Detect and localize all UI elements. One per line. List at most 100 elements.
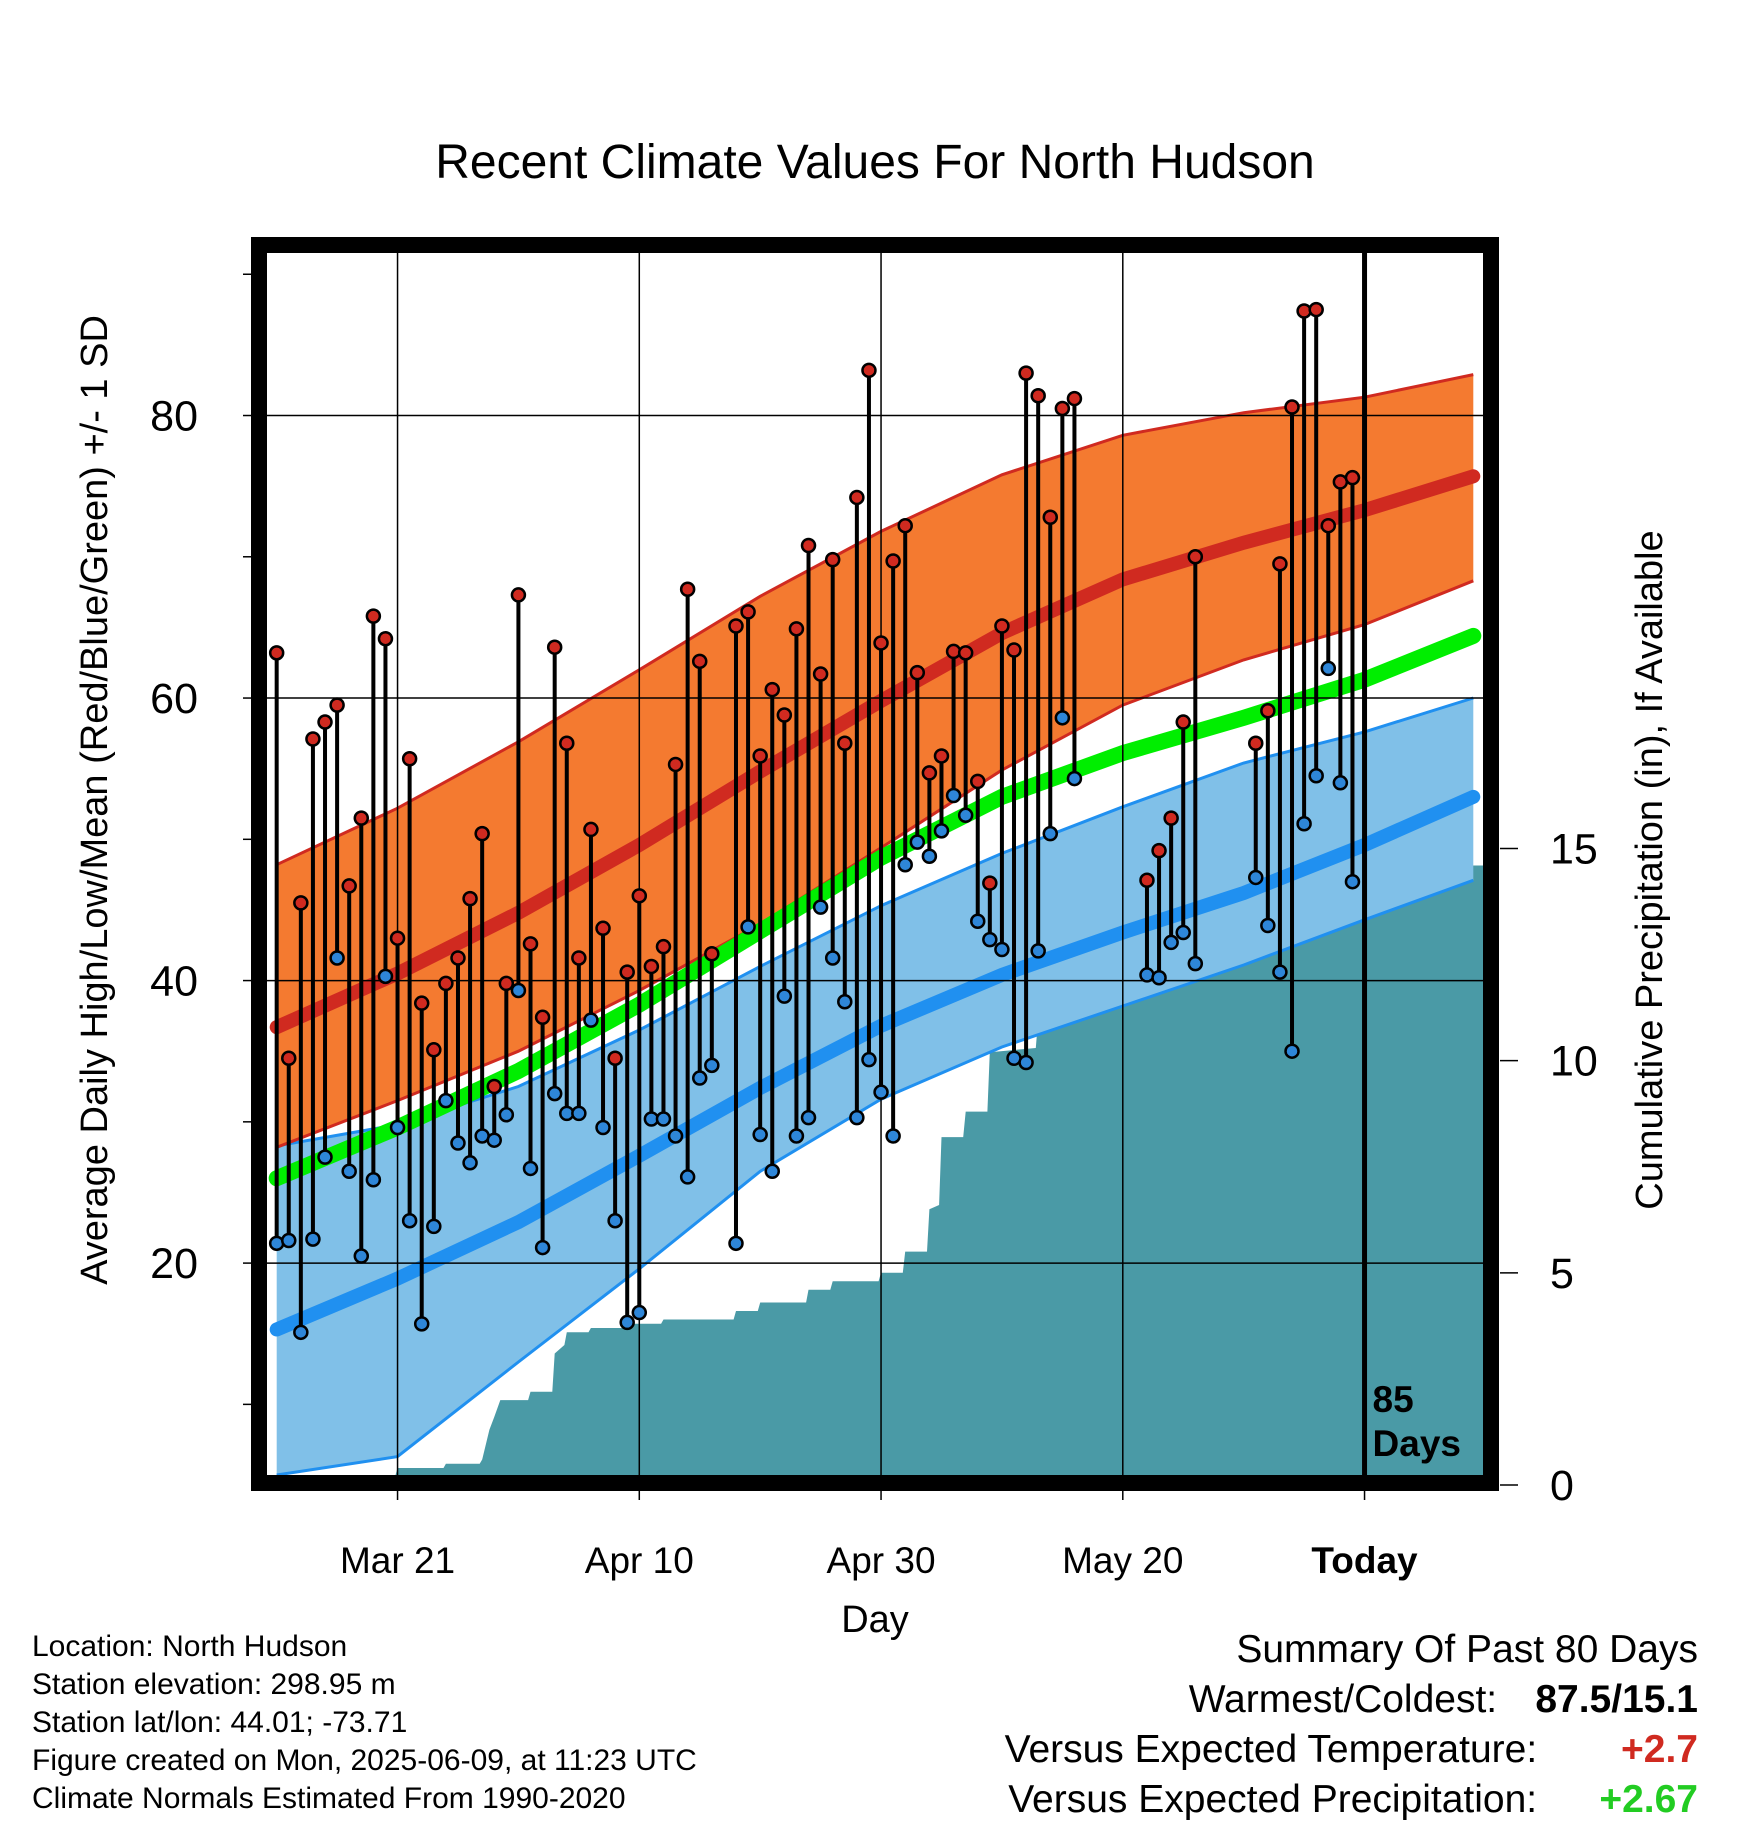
daily-high-point: [365, 608, 382, 624]
daily-low-point: [510, 982, 527, 999]
daily-high-point: [450, 950, 466, 966]
daily-high-point: [1248, 735, 1264, 752]
daily-high-point: [861, 362, 877, 379]
daily-low-point: [1187, 955, 1204, 972]
latlon-text: Station lat/lon: 44.01; -73.71: [32, 1706, 408, 1739]
daily-high-point: [1006, 642, 1022, 658]
daily-low-point: [305, 1231, 321, 1247]
daily-low-point: [982, 931, 998, 948]
daily-high-point: [969, 773, 986, 790]
daily-low-point: [1320, 660, 1337, 677]
daily-low-point: [655, 1111, 672, 1127]
daily-high-point: [389, 930, 406, 946]
daily-high-point: [873, 635, 889, 651]
daily-high-point: [788, 621, 805, 637]
daily-low-point: [824, 950, 841, 966]
daily-high-point: [486, 1078, 502, 1095]
chart-title: Recent Climate Values For North Hudson: [435, 136, 1315, 189]
daily-high-point: [921, 765, 938, 781]
daily-high-point: [1344, 469, 1361, 486]
daily-low-point: [571, 1105, 587, 1122]
daily-high-point: [510, 587, 527, 603]
daily-high-point: [849, 489, 865, 506]
daily-low-point: [800, 1109, 817, 1126]
daily-low-point: [861, 1051, 877, 1068]
y-axis-label: Average Daily High/Low/Mean (Red/Blue/Gr…: [74, 315, 116, 1285]
normals-text: Climate Normals Estimated From 1990-2020: [32, 1782, 626, 1815]
temp-row: Versus Expected Temperature: +2.7: [1005, 1725, 1698, 1775]
daily-high-point: [401, 751, 418, 767]
daily-low-point: [776, 988, 793, 1004]
plot-inner: 85 Days: [267, 246, 1483, 1475]
x-axis-label: Day: [841, 1599, 909, 1641]
y2-tick-label: 15: [1550, 826, 1598, 874]
daily-low-point: [498, 1107, 515, 1123]
daily-low-point: [1284, 1043, 1300, 1059]
y2-tick-label: 5: [1550, 1250, 1574, 1298]
daily-low-point: [704, 1057, 720, 1074]
y2-tick-label: 0: [1550, 1462, 1574, 1510]
x-tick-label: May 20: [1062, 1540, 1183, 1581]
daily-low-point: [873, 1084, 889, 1100]
daily-high-point: [595, 920, 611, 937]
daily-high-point: [885, 553, 901, 569]
daily-high-point: [438, 975, 454, 992]
created-text: Figure created on Mon, 2025-06-09, at 11…: [32, 1744, 697, 1777]
precip-label: Versus Expected Precipitation:: [1008, 1778, 1538, 1821]
daily-low-point: [667, 1128, 684, 1144]
station-info: Location: North Hudson Station elevation…: [32, 1628, 697, 1818]
y-tick-label: 40: [150, 958, 198, 1006]
daily-high-point: [607, 1050, 623, 1067]
y-tick-label: 20: [150, 1240, 198, 1288]
daily-low-point: [849, 1109, 865, 1126]
temp-label: Versus Expected Temperature:: [1004, 1728, 1538, 1771]
daily-high-point: [752, 748, 768, 764]
daily-high-point: [1054, 400, 1071, 417]
summary-panel: Summary Of Past 80 Days Warmest/Coldest:…: [1005, 1625, 1698, 1825]
daily-high-point: [534, 1009, 551, 1026]
daily-high-point: [1320, 517, 1337, 534]
daily-high-point: [619, 964, 635, 980]
today-days-label: 85 Days: [1373, 1379, 1461, 1464]
daily-low-point: [764, 1163, 781, 1180]
daily-low-point: [885, 1128, 901, 1144]
daily-high-point: [281, 1050, 297, 1067]
daily-low-point: [389, 1119, 406, 1136]
daily-high-point: [704, 945, 720, 962]
daily-high-point: [353, 810, 370, 826]
daily-high-point: [957, 645, 974, 661]
daily-low-point: [595, 1119, 611, 1136]
daily-high-point: [824, 551, 841, 568]
daily-high-point: [1163, 810, 1179, 826]
daily-high-point: [812, 666, 829, 682]
daily-high-point: [317, 714, 333, 730]
x-tick-label: Apr 10: [585, 1540, 694, 1581]
daily-low-point: [909, 834, 926, 850]
precip-value: +2.67: [1599, 1778, 1698, 1821]
daily-high-point: [474, 825, 490, 842]
daily-low-point: [969, 913, 986, 929]
daily-low-point: [728, 1235, 744, 1252]
elevation-text: Station elevation: 298.95 m: [32, 1668, 396, 1701]
daily-high-point: [1175, 714, 1191, 730]
daily-high-point: [1030, 387, 1046, 404]
daily-high-point: [413, 995, 430, 1011]
daily-high-point: [1151, 842, 1167, 859]
daily-low-point: [583, 1012, 599, 1028]
daily-low-point: [679, 1169, 696, 1185]
normal-low-band: [276, 698, 1474, 1475]
daily-low-point: [619, 1314, 635, 1331]
daily-high-point: [933, 748, 950, 764]
y-tick-label: 80: [150, 393, 198, 441]
daily-high-point: [800, 537, 817, 554]
daily-low-point: [945, 787, 962, 804]
daily-low-point: [377, 968, 394, 985]
daily-high-point: [728, 618, 744, 634]
daily-high-point: [329, 697, 345, 713]
daily-low-point: [752, 1126, 768, 1143]
daily-high-point: [909, 664, 926, 681]
daily-low-point: [281, 1232, 297, 1249]
daily-low-point: [1066, 770, 1083, 787]
daily-low-point: [413, 1316, 430, 1332]
